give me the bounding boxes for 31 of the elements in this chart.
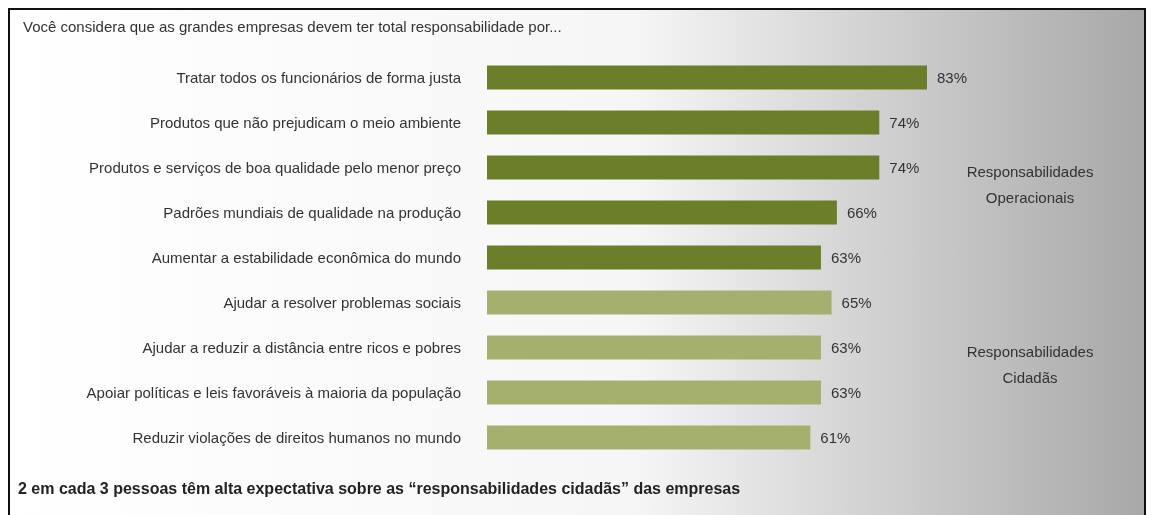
y-tick-label: Reduzir violações de direitos humanos no mundo xyxy=(132,429,461,446)
data-label: 74% xyxy=(889,159,920,176)
data-label: 61% xyxy=(820,429,851,446)
data-label: 63% xyxy=(830,249,862,266)
y-tick-label: Aumentar a estabilidade econômica do mundo xyxy=(151,249,461,266)
data-label: 83% xyxy=(937,69,968,86)
bar xyxy=(487,110,880,135)
bar xyxy=(487,290,832,315)
y-tick-label: Ajudar a resolver problemas sociais xyxy=(223,294,461,311)
data-label: 66% xyxy=(846,204,877,221)
bar xyxy=(487,245,821,270)
y-tick-label: Produtos que não prejudicam o meio ambiente xyxy=(149,114,461,131)
bar xyxy=(487,155,880,180)
y-tick-label: Ajudar a reduzir a distância entre ricos e pobres xyxy=(142,339,461,356)
data-label: 65% xyxy=(841,294,872,311)
bar xyxy=(487,65,927,90)
bar xyxy=(487,380,821,405)
y-tick-label: Tratar todos os funcionários de forma justa xyxy=(176,69,462,86)
text: Responsabilidades Operacionais xyxy=(966,163,1094,206)
y-tick-label: Produtos e serviços de boa qualidade pelo menor preço xyxy=(89,159,461,176)
text: 2 em cada 3 pessoas têm alta expectativa sobre as “responsabilidades cidadãs” das empresas xyxy=(18,479,741,497)
data-label: 63% xyxy=(830,339,862,356)
bar xyxy=(487,425,811,450)
y-tick-label: Apoiar políticas e leis favoráveis à maioria da população xyxy=(86,384,461,401)
text: Responsabilidades Cidadãs xyxy=(966,343,1094,386)
y-tick-label: Padrões mundiais de qualidade na produção xyxy=(163,204,461,221)
data-label: 63% xyxy=(830,384,862,401)
data-label: 74% xyxy=(889,114,920,131)
text: Você considera que as grandes empresas devem ter total responsabilidade por... xyxy=(23,18,562,35)
bar xyxy=(487,200,837,225)
bar xyxy=(487,335,821,360)
